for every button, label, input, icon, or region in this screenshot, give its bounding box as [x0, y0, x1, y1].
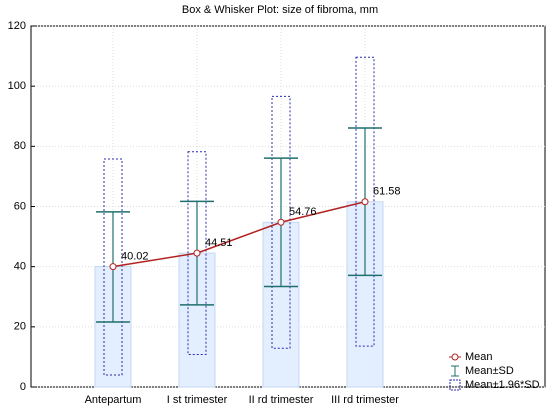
mean-line — [112, 201, 366, 268]
ci-box — [103, 158, 123, 376]
y-tick-label: 60 — [14, 200, 26, 212]
y-tick-label: 100 — [8, 80, 26, 92]
y-tick-label: 80 — [14, 140, 26, 152]
legend-label: Mean±1.96*SD — [465, 379, 540, 391]
chart-title: Box & Whisker Plot: size of fibroma, mm — [182, 4, 378, 16]
ci-box — [271, 95, 291, 349]
x-tick-label: III rd trimester — [331, 394, 399, 406]
legend-swatch — [451, 353, 459, 361]
legend-label: Mean — [465, 351, 493, 363]
y-tick-label: 20 — [14, 321, 26, 333]
mean-point — [361, 198, 369, 206]
legend-label: Mean±SD — [465, 365, 514, 377]
mean-point — [193, 249, 201, 257]
y-tick-label: 0 — [20, 381, 26, 393]
y-tick-label: 40 — [14, 261, 26, 273]
data-label: 61.58 — [373, 186, 401, 198]
mean-point — [109, 263, 117, 271]
x-tick-label: Antepartum — [85, 394, 142, 406]
data-label: 44.51 — [205, 237, 233, 249]
legend-swatch — [449, 379, 461, 391]
data-label: 54.76 — [289, 206, 317, 218]
x-tick-label: II rd trimester — [249, 394, 314, 406]
data-label: 40.02 — [121, 251, 149, 263]
ci-box — [187, 151, 207, 356]
ci-box — [355, 56, 375, 347]
x-tick-label: I st trimester — [167, 394, 228, 406]
y-tick-label: 120 — [8, 20, 26, 32]
mean-point — [277, 218, 285, 226]
